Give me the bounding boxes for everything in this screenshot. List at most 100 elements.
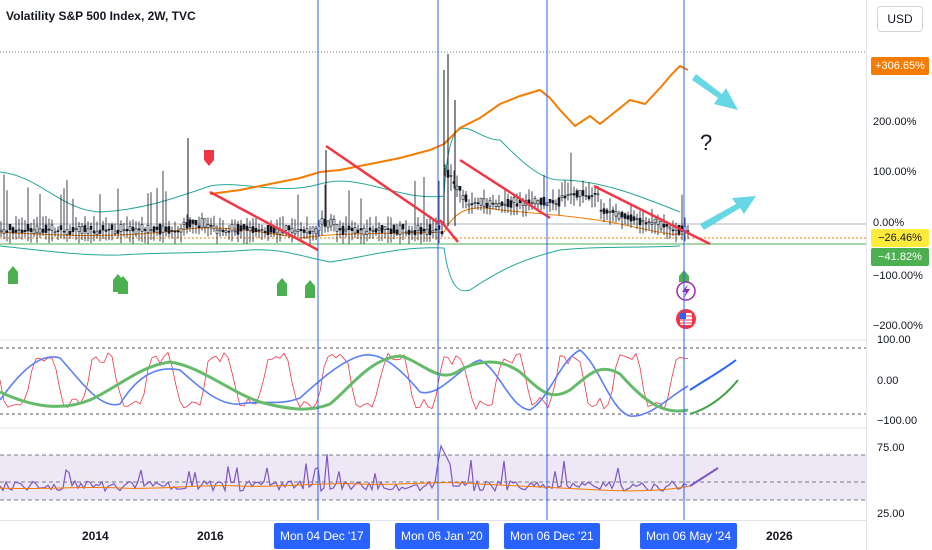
candle-body (350, 227, 354, 231)
candle-body (434, 228, 438, 231)
candle-body (164, 226, 168, 232)
bollinger-bands (0, 127, 685, 292)
candle-body (65, 228, 69, 235)
candle-body (161, 225, 165, 233)
trendline-1 (209, 190, 319, 252)
candle-body (638, 217, 642, 225)
rsi-projection-line (689, 467, 719, 487)
candle-body (302, 229, 306, 233)
time-label-2014: 2014 (82, 529, 109, 543)
candle-body (62, 230, 66, 233)
buy-marker (305, 280, 315, 298)
candle-body (560, 195, 564, 198)
candle-body (167, 226, 171, 234)
candle-body (200, 217, 204, 229)
candle-body (482, 198, 486, 207)
time-marker-dec-2017[interactable]: Mon 04 Dec '17 (274, 523, 370, 549)
candle-body (419, 227, 423, 235)
candle-body (422, 228, 426, 232)
rsi-tick: 25.00 (877, 508, 905, 520)
candle-body (404, 231, 408, 234)
candle-body (143, 228, 147, 231)
price-scale[interactable]: USD 200.00% 100.00% 0.00% −100.00% −200.… (866, 0, 932, 550)
candle-body (17, 228, 21, 231)
candle-body (131, 226, 135, 232)
candle-body (650, 222, 654, 225)
candle-body (134, 228, 138, 235)
candle-body (137, 228, 141, 231)
osc-tick: 100.00 (877, 334, 911, 346)
time-axis[interactable]: 2014 2016 2026 Mon 04 Dec '17 Mon 06 Jan… (0, 520, 866, 550)
candle-body (587, 195, 591, 200)
candle-body (347, 225, 351, 230)
candle-body (14, 229, 18, 233)
candle-body (470, 203, 474, 205)
candle-body (497, 203, 501, 208)
candle-body (368, 227, 372, 231)
rsi-line (0, 444, 688, 493)
candle-body (659, 221, 663, 230)
candle-body (428, 224, 432, 236)
lightning-event-icon[interactable] (676, 281, 696, 301)
comparison-line-spx (209, 64, 689, 195)
candle-body (584, 195, 588, 197)
candle-body (11, 227, 15, 234)
candle-body (212, 225, 216, 230)
candle-body (500, 201, 504, 206)
question-annotation: ? (700, 130, 713, 155)
candle-body (59, 225, 63, 231)
candle-body (530, 202, 534, 204)
candle-body (608, 211, 612, 213)
time-label-2016: 2016 (197, 529, 224, 543)
sell-marker (204, 150, 214, 166)
price-tick: 0.00% (873, 217, 905, 229)
candle-body (329, 218, 333, 227)
candle-body (233, 230, 237, 233)
candle-body (260, 228, 264, 231)
candle-body (542, 196, 546, 206)
candle-body (44, 224, 48, 233)
candle-body (326, 220, 330, 228)
candle-body (128, 226, 132, 231)
candle-body (152, 226, 156, 233)
oscillator-signal-line (0, 349, 689, 417)
rsi-tick: 75.00 (877, 442, 905, 454)
candle-body (296, 229, 300, 232)
candle-body (335, 224, 339, 232)
trendline-4 (459, 158, 551, 220)
candle-body (386, 228, 390, 230)
candle-body (245, 225, 249, 231)
candle-body (266, 224, 270, 236)
candle-body (47, 228, 51, 231)
candle-body (413, 230, 417, 236)
candle-body (374, 228, 378, 233)
time-marker-dec-2021[interactable]: Mon 06 Dec '21 (504, 523, 600, 549)
price-badge-level: −41.82% (871, 248, 929, 266)
candle-body (332, 218, 336, 226)
candle-body (371, 230, 375, 232)
candle-body (338, 228, 342, 231)
time-marker-jan-2020[interactable]: Mon 06 Jan '20 (395, 523, 489, 549)
us-flag-event-icon[interactable] (676, 309, 696, 329)
candle-body (581, 190, 585, 196)
chart-area[interactable]: Volatility S&P 500 Index, 2W, TVC ? (0, 0, 866, 520)
candle-body (311, 226, 315, 232)
time-marker-may-2024[interactable]: Mon 06 May '24 (640, 523, 738, 549)
candle-body (647, 221, 651, 224)
candle-body (242, 224, 246, 230)
candle-body (209, 224, 213, 227)
currency-button[interactable]: USD (877, 6, 923, 32)
down-arrow (692, 74, 738, 110)
candle-body (455, 185, 459, 190)
candle-body (41, 228, 45, 233)
trendline-3 (439, 219, 459, 243)
candle-body (392, 224, 396, 233)
candle-body (533, 198, 537, 205)
candle-body (383, 226, 387, 230)
candle-body (461, 195, 465, 200)
chart-canvas[interactable] (0, 0, 866, 520)
price-tick: −200.00% (873, 320, 923, 332)
candle-body (83, 225, 87, 232)
candle-body (230, 224, 234, 232)
candle-body (203, 218, 207, 228)
